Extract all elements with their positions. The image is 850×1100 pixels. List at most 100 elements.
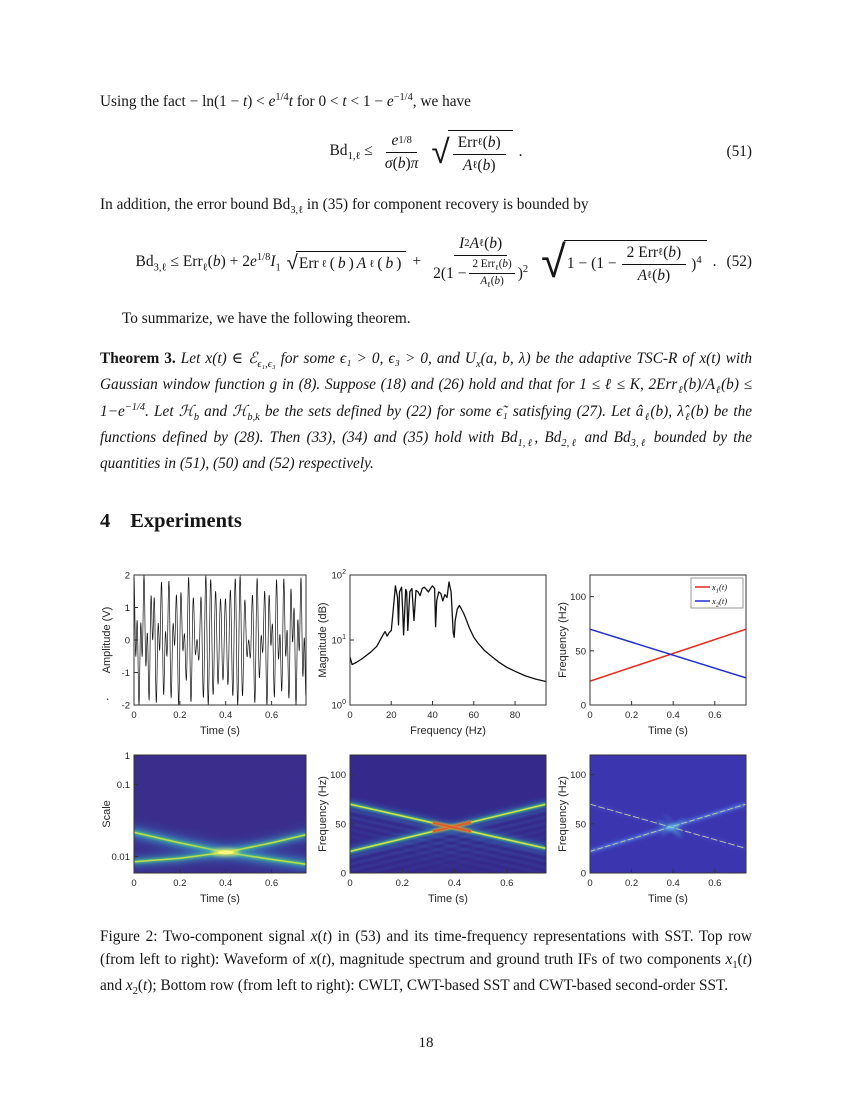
svg-text:0.01: 0.01 xyxy=(112,852,131,863)
svg-text:x1(t): x1(t) xyxy=(711,582,727,595)
svg-text:50: 50 xyxy=(575,819,586,830)
figure-2: 0 0.2 0.4 0.6 2 1 0 -1 -2 Time (s) Amplitude (V) 0… xyxy=(100,567,752,907)
svg-text:0: 0 xyxy=(341,868,346,879)
svg-text:0: 0 xyxy=(581,700,586,711)
svg-text:100: 100 xyxy=(570,770,586,781)
svg-text:0.2: 0.2 xyxy=(625,710,638,721)
svg-text:1: 1 xyxy=(125,603,130,614)
theorem-text: Let x(t) ∈ ℰϵ₁,ϵ₃ for some ϵ₁ > 0, ϵ₃ > … xyxy=(100,350,753,472)
panel-waveform: 0 0.2 0.4 0.6 2 1 0 -1 -2 Time (s) Amplitude (V) xyxy=(101,570,307,737)
svg-text:0: 0 xyxy=(131,710,136,721)
panel-cwlt: 0 0.2 0.4 0.6 1 0.1 0.01 Time (s) Scale xyxy=(101,751,307,905)
svg-text:1: 1 xyxy=(125,751,130,762)
page-number: 18 xyxy=(418,1034,434,1051)
svg-text:0.6: 0.6 xyxy=(265,710,278,721)
section-title: Experiments xyxy=(130,509,242,532)
svg-text:Frequency (Hz): Frequency (Hz) xyxy=(410,725,486,737)
figure-row-top: 0 0.2 0.4 0.6 2 1 0 -1 -2 Time (s) Amplitude (V) 0… xyxy=(100,567,752,739)
svg-text:0.6: 0.6 xyxy=(708,878,721,889)
section-number: 4 xyxy=(100,509,111,532)
panel-ground-truth-ifs: x1(t)x2(t) 0 0.2 0.4 0.6 0 50 100 Time (s) Freque… xyxy=(557,574,747,737)
equation-52-number: (52) xyxy=(726,253,753,271)
svg-text:0.6: 0.6 xyxy=(500,878,513,889)
panel-magnitude-spectrum: 0 20 40 60 80 102 101 100 Frequency (Hz) Magnitud… xyxy=(317,569,547,737)
svg-text:-1: -1 xyxy=(122,668,130,679)
equation-51-number: (51) xyxy=(726,143,753,161)
svg-text:Frequency (Hz): Frequency (Hz) xyxy=(317,776,329,852)
svg-text:102: 102 xyxy=(332,569,347,582)
svg-text:0: 0 xyxy=(587,710,592,721)
theorem-label: Theorem 3. xyxy=(100,350,176,368)
theorem-3: Theorem 3. Let x(t) ∈ ℰϵ₁,ϵ₃ for some ϵ₁… xyxy=(100,347,752,475)
svg-text:0.4: 0.4 xyxy=(667,710,680,721)
svg-text:0.2: 0.2 xyxy=(625,878,638,889)
eq51-lhs: Bd1,ℓ ≤ xyxy=(329,142,373,163)
radical-sign: √ xyxy=(431,132,450,172)
svg-text:-2: -2 xyxy=(122,700,130,711)
svg-text:100: 100 xyxy=(570,592,586,603)
svg-text:Frequency (Hz): Frequency (Hz) xyxy=(557,776,569,852)
svg-text:100: 100 xyxy=(332,699,347,712)
svg-text:Scale: Scale xyxy=(101,800,113,828)
para-to-summarize: To summarize, we have the following theo… xyxy=(122,310,411,328)
svg-text:0.2: 0.2 xyxy=(173,878,186,889)
svg-text:Time (s): Time (s) xyxy=(200,725,240,737)
svg-text:Magnitude (dB): Magnitude (dB) xyxy=(317,602,329,677)
svg-text:0: 0 xyxy=(587,878,592,889)
svg-text:50: 50 xyxy=(335,819,346,830)
svg-text:0.6: 0.6 xyxy=(708,710,721,721)
figure-caption: Figure 2: Two-component signal x(t) in (… xyxy=(100,927,753,998)
eq52-lhs: Bd3,ℓ ≤ Errℓ(b) + 2e1/8I1 xyxy=(135,251,281,273)
eq51-fraction: e 1/8 σ(b) π xyxy=(384,131,419,172)
svg-text:60: 60 xyxy=(469,710,480,721)
svg-text:0: 0 xyxy=(581,868,586,879)
panel-cwt-sst: 0 0.2 0.4 0.6 0 50 100 Time (s) Frequency (Hz) xyxy=(317,754,547,905)
svg-text:40: 40 xyxy=(427,710,438,721)
panel-second-order-sst: 0 0.2 0.4 0.6 0 50 100 Time (s) Frequency (Hz) xyxy=(557,754,747,905)
svg-text:80: 80 xyxy=(510,710,521,721)
radical-sign: √ xyxy=(541,235,566,289)
stray-dot: . xyxy=(106,688,110,703)
svg-text:0: 0 xyxy=(125,635,130,646)
svg-text:100: 100 xyxy=(330,770,346,781)
svg-text:0.2: 0.2 xyxy=(173,710,186,721)
svg-text:0: 0 xyxy=(347,878,352,889)
section-heading: 4 Experiments xyxy=(100,510,752,533)
svg-text:Amplitude (V): Amplitude (V) xyxy=(101,606,113,673)
radical-sign: √ xyxy=(286,250,298,275)
page-content: Using the fact − ln(1 − t) < e1/4t for 0… xyxy=(100,0,752,1052)
svg-text:0.6: 0.6 xyxy=(265,878,278,889)
svg-text:50: 50 xyxy=(575,646,586,657)
para-using-fact: Using the fact − ln(1 − t) < e1/4t for 0… xyxy=(100,92,471,111)
svg-text:0.4: 0.4 xyxy=(448,878,461,889)
svg-text:0.1: 0.1 xyxy=(117,780,130,791)
svg-text:Time (s): Time (s) xyxy=(428,893,468,905)
svg-text:20: 20 xyxy=(386,710,397,721)
eq52-inner-fraction: 2 Errℓ(b) Aℓ(b) xyxy=(469,258,515,289)
svg-text:Time (s): Time (s) xyxy=(200,893,240,905)
svg-text:0.4: 0.4 xyxy=(219,710,232,721)
svg-text:101: 101 xyxy=(332,634,347,647)
svg-text:Time (s): Time (s) xyxy=(648,893,688,905)
svg-text:0.4: 0.4 xyxy=(667,878,680,889)
svg-text:Frequency (Hz): Frequency (Hz) xyxy=(557,602,569,678)
svg-text:0.2: 0.2 xyxy=(396,878,409,889)
figure-row-bottom: 0 0.2 0.4 0.6 1 0.1 0.01 Time (s) Scale 0 0.2 0.4 0… xyxy=(100,747,752,907)
svg-text:0: 0 xyxy=(131,878,136,889)
svg-text:2: 2 xyxy=(125,570,130,581)
svg-text:x2(t): x2(t) xyxy=(711,596,727,609)
svg-text:Time (s): Time (s) xyxy=(648,725,688,737)
svg-text:0: 0 xyxy=(347,710,352,721)
svg-text:0.4: 0.4 xyxy=(219,878,232,889)
para-in-addition: In addition, the error bound Bd3,ℓ in (3… xyxy=(100,195,589,216)
